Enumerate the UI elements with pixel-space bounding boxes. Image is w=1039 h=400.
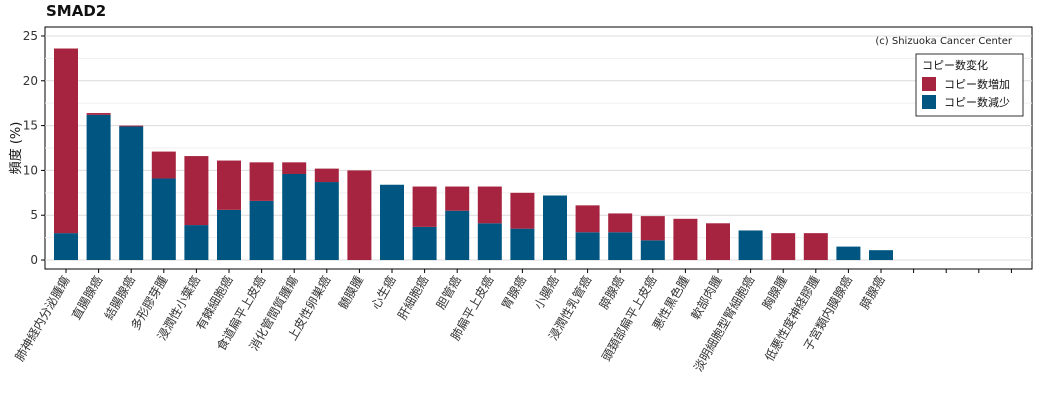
bar-gain — [706, 223, 730, 261]
bar-loss — [575, 232, 600, 261]
bar-gain — [86, 113, 111, 115]
bar-loss — [380, 184, 404, 261]
bar-gain — [347, 170, 372, 261]
chart-title: SMAD2 — [46, 2, 107, 20]
bar-loss — [445, 210, 470, 261]
bar-gain — [249, 162, 274, 201]
credit-text: (c) Shizuoka Cancer Center — [875, 36, 1013, 47]
x-tick-label: 直腸腺癌 — [68, 273, 105, 322]
bar-gain — [640, 216, 665, 241]
bar-loss — [836, 246, 861, 261]
legend: コピー数変化 コピー数増加 コピー数減少 — [915, 53, 1024, 117]
grid-lines — [45, 35, 1032, 261]
bar-loss — [151, 178, 176, 261]
bar-loss — [282, 173, 307, 261]
bar-loss — [869, 250, 893, 261]
y-tick-label: 15 — [23, 119, 38, 133]
x-tick-label: 淡明細胞型腎細胞癌 — [690, 273, 757, 374]
x-tick-label: 軟部肉腫 — [688, 273, 725, 322]
bar-loss — [86, 114, 111, 261]
legend-label-loss: コピー数減少 — [944, 95, 1010, 109]
y-tick-label: 0 — [30, 253, 38, 267]
bar-gain — [119, 125, 144, 127]
bar-gain — [608, 213, 633, 233]
bar-loss — [119, 126, 144, 261]
bar-gain — [54, 48, 78, 234]
y-axis-label: 頻度 (%) — [8, 122, 24, 175]
legend-swatch-loss — [922, 95, 936, 109]
x-tick-label: 胃腺癌 — [498, 273, 529, 312]
x-axis: 肺神経内分泌腫瘍直腸腺癌結腸腺癌多形膠芽腫浸潤性小葉癌有棘細胞癌食道扁平上皮癌消… — [12, 269, 1012, 374]
bar-gain — [282, 162, 307, 174]
y-axis: 0 5 10 15 20 25 — [23, 29, 45, 267]
x-tick-label: 肝細胞癌 — [394, 273, 431, 322]
y-tick-label: 25 — [23, 29, 38, 43]
x-tick-label: 膵腺癌 — [596, 273, 627, 312]
bar-loss — [249, 200, 274, 261]
bar-gain — [445, 186, 470, 211]
bar-loss — [217, 209, 241, 261]
x-tick-label: 結腸腺癌 — [101, 273, 138, 322]
bar-loss — [477, 223, 502, 261]
bar-loss — [54, 233, 78, 261]
bars — [54, 48, 893, 261]
bar-gain — [510, 192, 535, 229]
x-tick-label: 小腸癌 — [531, 273, 562, 312]
bar-gain — [314, 168, 339, 183]
bar-loss — [510, 228, 535, 261]
legend-title: コピー数変化 — [922, 58, 988, 72]
bar-loss — [640, 240, 665, 261]
bar-gain — [673, 218, 698, 261]
bar-loss — [543, 195, 567, 261]
y-tick-label: 10 — [23, 163, 38, 177]
bar-loss — [314, 182, 339, 261]
x-tick-label: 心生癌 — [368, 273, 399, 312]
x-tick-label: 胸腺腫 — [759, 273, 790, 312]
x-tick-label: 髄膜腫 — [335, 273, 366, 312]
x-tick-label: 膵腺癌 — [857, 273, 888, 312]
bar-loss — [412, 226, 437, 261]
bar-gain — [412, 186, 437, 227]
bar-gain — [184, 156, 209, 226]
bar-gain — [803, 233, 828, 261]
x-tick-label: 胆管癌 — [433, 273, 464, 312]
bar-gain — [477, 186, 502, 224]
legend-label-gain: コピー数増加 — [944, 78, 1010, 91]
bar-loss — [738, 230, 763, 261]
bar-loss — [184, 225, 209, 261]
y-tick-label: 5 — [30, 208, 38, 222]
x-tick-label: 肺神経内分泌腫瘍 — [12, 273, 73, 364]
bar-gain — [151, 151, 176, 179]
y-tick-label: 20 — [23, 74, 38, 88]
bar-gain — [217, 160, 241, 210]
bar-gain — [575, 205, 600, 233]
bar-loss — [608, 232, 633, 261]
bar-gain — [771, 233, 796, 261]
legend-swatch-gain — [922, 77, 936, 91]
